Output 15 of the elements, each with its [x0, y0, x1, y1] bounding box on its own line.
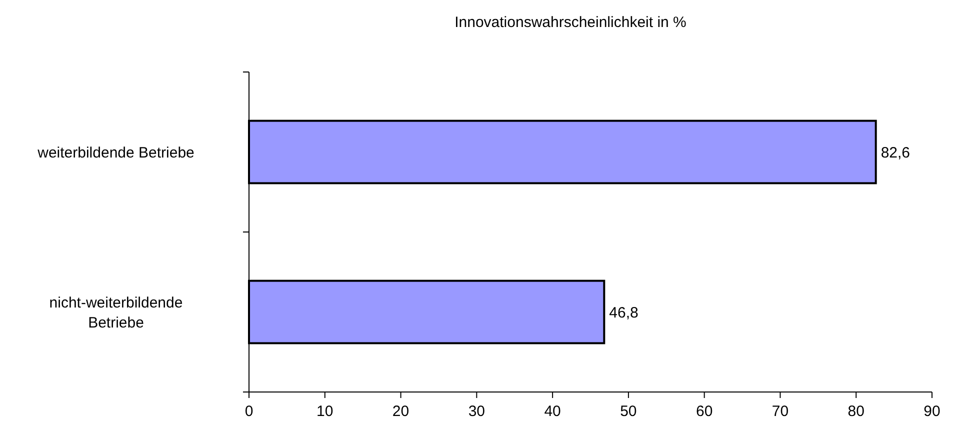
x-tick-label: 50: [620, 403, 637, 420]
x-tick-label: 10: [316, 403, 334, 420]
x-tick-label: 30: [468, 403, 486, 420]
x-tick-label: 60: [696, 403, 713, 420]
y-tick-label: nicht-weiterbildende Betriebe: [49, 294, 183, 332]
x-tick-label: 70: [772, 403, 789, 420]
data-label: 46,8: [609, 304, 638, 322]
x-tick-label: 20: [392, 403, 410, 420]
x-tick-label: 80: [848, 403, 864, 420]
x-tick-label: 90: [924, 403, 940, 420]
data-label: 82,6: [880, 144, 910, 162]
chart-title: Innovationswahrscheinlichkeit in %: [454, 14, 686, 31]
x-tick-label: 40: [544, 403, 561, 420]
y-tick-label: weiterbildende Betriebe: [36, 144, 194, 162]
x-tick-label: 0: [244, 403, 254, 420]
